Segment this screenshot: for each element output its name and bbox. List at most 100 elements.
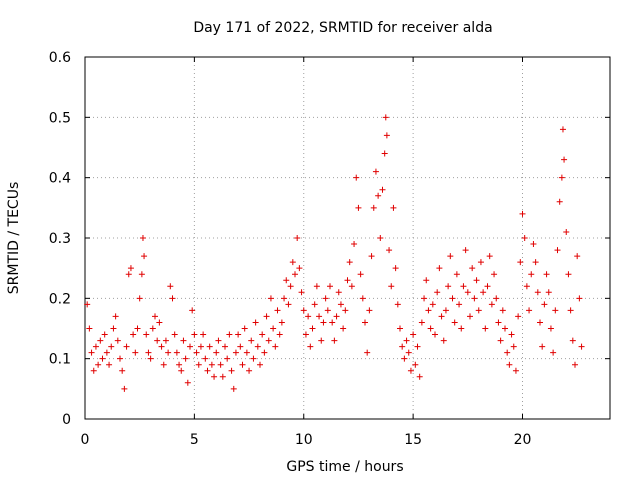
data-point <box>106 361 113 368</box>
data-point <box>541 301 548 308</box>
data-point <box>235 331 242 338</box>
data-point <box>132 349 139 356</box>
data-point <box>311 301 318 308</box>
data-point <box>381 150 388 157</box>
data-point <box>372 168 379 175</box>
data-point <box>508 331 515 338</box>
data-point <box>143 331 150 338</box>
data-point <box>480 289 487 296</box>
y-tick-label: 0.1 <box>49 352 71 368</box>
data-point <box>462 247 469 254</box>
data-point <box>353 174 360 181</box>
data-point <box>449 295 456 302</box>
data-point <box>429 301 436 308</box>
y-tick-label: 0.6 <box>49 50 71 66</box>
data-point <box>556 198 563 205</box>
data-point <box>386 247 393 254</box>
x-tick-label: 5 <box>190 432 199 448</box>
data-point <box>270 325 277 332</box>
data-point <box>119 367 126 374</box>
data-point <box>206 343 213 350</box>
data-point <box>322 295 329 302</box>
data-point <box>434 289 441 296</box>
data-point <box>246 367 253 374</box>
data-point <box>543 271 550 278</box>
data-point <box>211 373 218 380</box>
data-point <box>241 325 248 332</box>
data-point <box>366 307 373 314</box>
data-point <box>261 349 268 356</box>
data-point <box>125 271 132 278</box>
data-point <box>208 361 215 368</box>
data-point <box>292 271 298 278</box>
axis-ticks <box>84 56 610 420</box>
data-point <box>438 313 445 320</box>
data-point <box>167 283 174 290</box>
data-point <box>187 343 193 350</box>
data-point <box>202 355 209 362</box>
data-points <box>84 114 585 392</box>
data-point <box>272 343 279 350</box>
tick-labels: 0 5 10 15 20 0 0.1 0.2 0.3 0.4 0.5 0.6 <box>49 50 532 448</box>
data-point <box>158 343 165 350</box>
data-point <box>285 301 292 308</box>
data-point <box>440 337 447 344</box>
data-point <box>156 319 163 326</box>
data-point <box>232 349 239 356</box>
data-point <box>226 331 233 338</box>
data-point <box>86 325 93 332</box>
data-point <box>414 343 421 350</box>
x-tick-label: 10 <box>295 432 313 448</box>
data-point <box>364 349 371 356</box>
data-point <box>305 313 312 320</box>
data-point <box>445 283 452 290</box>
data-point <box>243 349 250 356</box>
data-point <box>103 349 110 356</box>
data-point <box>563 228 570 235</box>
data-point <box>499 307 506 314</box>
data-point <box>495 319 502 326</box>
data-point <box>228 367 235 374</box>
x-tick-label: 15 <box>404 432 422 448</box>
data-point <box>342 307 349 314</box>
data-point <box>416 373 423 380</box>
data-point <box>552 307 559 314</box>
data-point <box>418 319 425 326</box>
y-tick-label: 0 <box>62 412 71 428</box>
data-point <box>526 307 533 314</box>
data-point <box>287 283 294 290</box>
data-point <box>423 277 430 284</box>
data-point <box>169 295 176 302</box>
data-point <box>528 271 535 278</box>
data-point <box>436 265 443 272</box>
data-point <box>368 253 375 260</box>
data-point <box>217 361 224 368</box>
data-point <box>467 313 473 320</box>
data-point <box>263 313 270 320</box>
data-point <box>558 174 565 181</box>
data-point <box>484 283 491 290</box>
data-point <box>497 337 504 344</box>
data-point <box>219 373 226 380</box>
data-point <box>576 295 583 302</box>
data-point <box>493 295 500 302</box>
data-point <box>394 301 401 308</box>
data-point <box>534 289 541 296</box>
data-point <box>309 325 316 332</box>
data-point <box>442 307 449 314</box>
data-point <box>252 319 259 326</box>
data-point <box>99 355 106 362</box>
data-point <box>237 343 244 350</box>
data-point <box>486 253 493 260</box>
data-point <box>578 343 585 350</box>
data-point <box>530 241 537 248</box>
data-point <box>348 283 355 290</box>
data-point <box>117 355 123 362</box>
data-point <box>425 307 432 314</box>
data-point <box>388 283 395 290</box>
data-point <box>392 265 399 272</box>
data-point <box>278 319 285 326</box>
x-tick-label: 0 <box>81 432 90 448</box>
data-point <box>160 361 167 368</box>
